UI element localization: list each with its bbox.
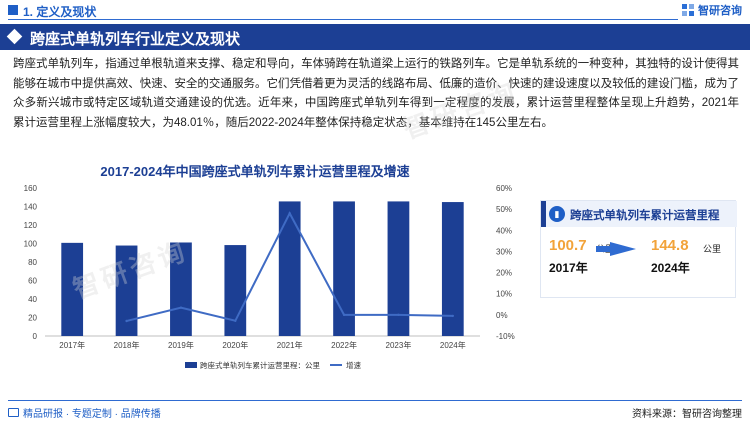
x-tick-label: 2021年 (277, 340, 303, 350)
arrow-stem (596, 246, 612, 252)
y-right-tick-label: 20% (496, 269, 512, 278)
y-right-tick-label: 50% (496, 205, 512, 214)
line-point (342, 313, 346, 317)
logo-icon (682, 3, 695, 17)
x-tick-label: 2019年 (168, 340, 194, 350)
y-right-tick-label: 30% (496, 247, 512, 256)
bar (333, 201, 355, 336)
section-title: 1. 定义及现状 (23, 5, 97, 19)
y-left-tick-label: 60 (28, 277, 37, 286)
summary-card: ▮ 跨座式单轨列车累计运营里程 100.7 公里 2017年 144.8 公里 … (540, 200, 737, 298)
section-marker-icon (8, 5, 18, 15)
page-title: 跨座式单轨列车行业定义及现状 (30, 31, 241, 48)
start-year: 2017年 (549, 261, 588, 275)
y-left-tick-label: 120 (24, 221, 38, 230)
y-left-tick-label: 0 (33, 332, 38, 341)
footer-left: 精品研报 · 专题定制 · 品牌传播 (8, 405, 161, 420)
top-divider (8, 19, 678, 20)
line-point (288, 212, 291, 215)
bar (61, 242, 84, 336)
line-point (234, 319, 237, 322)
bar (224, 245, 247, 336)
y-left-tick-label: 160 (24, 184, 38, 193)
footer: 精品研报 · 专题定制 · 品牌传播 资料来源：智研咨询整理 (0, 399, 750, 421)
summary-card-header: ▮ 跨座式单轨列车累计运营里程 (541, 201, 737, 227)
y-left-tick-label: 20 (28, 314, 37, 323)
report-icon (8, 408, 19, 417)
y-left-tick-label: 140 (24, 203, 38, 212)
end-value: 144.8 (651, 237, 689, 254)
intro-paragraph: 跨座式单轨列车，指通过单根轨道来支撑、稳定和导向，车体骑跨在轨道梁上运行的铁路列… (13, 58, 739, 129)
end-unit: 公里 (703, 244, 722, 254)
brand-name: 智研咨询 (698, 5, 742, 17)
y-right-tick-label: 0% (496, 311, 508, 320)
x-tick-label: 2017年 (59, 340, 85, 350)
combo-chart: 0 20 40 60 80 100 120 140 160 -10% 0% 10% 20% 30% 40% 5… (24, 184, 515, 370)
y-left-tick-label: 40 (28, 295, 37, 304)
end-year: 2024年 (651, 261, 690, 275)
footer-tagline: 精品研报 · 专题定制 · 品牌传播 (23, 409, 161, 420)
x-tick-label: 2020年 (222, 340, 248, 350)
footer-divider (8, 400, 742, 401)
brand-logo: 智研咨询 (682, 2, 742, 18)
chart-icon: ▮ (549, 206, 565, 222)
start-value: 100.7 (549, 237, 587, 254)
y-right-tick-label: -10% (496, 332, 515, 341)
summary-card-title: 跨座式单轨列车累计运营里程 (570, 210, 720, 222)
x-tick-label: 2022年 (331, 340, 357, 350)
y-right-tick-label: 60% (496, 184, 512, 193)
y-right-tick-label: 10% (496, 290, 512, 299)
x-tick-label: 2023年 (386, 340, 412, 350)
bar (441, 202, 464, 336)
line-point (179, 306, 183, 309)
legend-bar-swatch (185, 362, 197, 368)
x-tick-label: 2024年 (440, 340, 466, 350)
source-note: 资料来源：智研咨询整理 (632, 409, 742, 420)
line-point (451, 314, 455, 318)
bar (115, 245, 138, 336)
header-accent (541, 201, 546, 227)
legend-line-label: 增速 (346, 360, 361, 370)
arrow-right-icon (610, 242, 636, 256)
title-banner: 跨座式单轨列车行业定义及现状 (0, 24, 750, 50)
y-left-tick-label: 80 (28, 258, 37, 267)
diamond-icon (6, 28, 23, 45)
legend-bar-label: 跨座式单轨列车累计运营里程：公里 (200, 360, 320, 370)
top-bar: 1. 定义及现状 智研咨询 (0, 0, 750, 22)
bar (278, 201, 301, 336)
bar (170, 242, 192, 336)
y-left-tick-label: 100 (24, 240, 38, 249)
line-point (125, 319, 128, 323)
line-point (397, 313, 400, 317)
chart-title: 2017-2024年中国跨座式单轨列车累计运营里程及增速 (100, 164, 410, 179)
y-right-tick-label: 40% (496, 226, 512, 235)
bar (387, 201, 410, 336)
x-tick-label: 2018年 (114, 340, 140, 350)
